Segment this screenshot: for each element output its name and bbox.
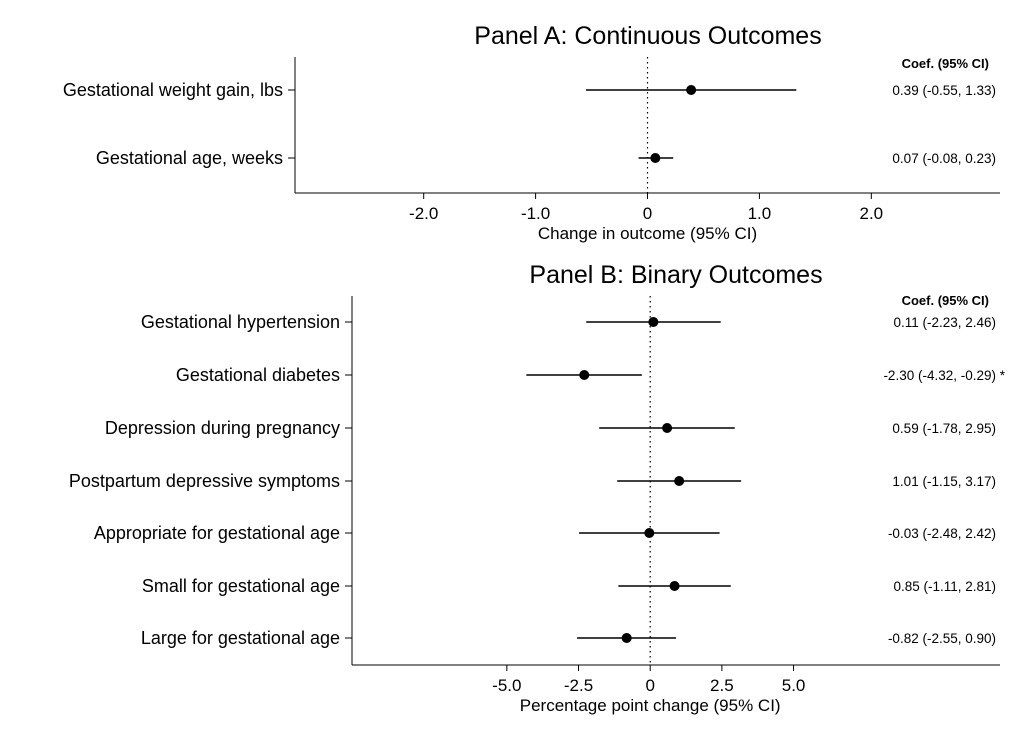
point-estimate <box>648 317 659 327</box>
x-tick-label: 0 <box>645 676 654 695</box>
panel-title: Panel A: Continuous Outcomes <box>474 22 821 50</box>
ci-text: 1.01 (-1.15, 3.17) <box>892 474 996 489</box>
ci-column-header: Coef. (95% CI) <box>902 293 989 308</box>
panel-title: Panel B: Binary Outcomes <box>529 261 822 289</box>
x-axis-label: Percentage point change (95% CI) <box>520 696 781 715</box>
x-tick-label: 5.0 <box>782 676 806 695</box>
row-label: Gestational age, weeks <box>96 148 283 168</box>
ci-text: -0.03 (-2.48, 2.42) <box>888 526 996 541</box>
row-label: Gestational hypertension <box>141 312 340 332</box>
x-tick-label: -2.0 <box>409 204 438 223</box>
ci-column-header: Coef. (95% CI) <box>902 56 989 71</box>
point-estimate <box>669 581 680 591</box>
row-label: Gestational weight gain, lbs <box>63 80 283 100</box>
x-tick-label: -5.0 <box>492 676 521 695</box>
point-estimate <box>662 423 673 433</box>
ci-text: 0.11 (-2.23, 2.46) <box>893 315 996 330</box>
x-axis-label: Change in outcome (95% CI) <box>538 224 757 243</box>
row-label: Small for gestational age <box>142 576 340 596</box>
point-estimate <box>674 476 685 486</box>
x-tick-label: 1.0 <box>748 204 772 223</box>
ci-text: 0.59 (-1.78, 2.95) <box>892 421 996 436</box>
panel-a: Panel A: Continuous Outcomes -2.0 -1.0 0 1.0… <box>63 22 1000 243</box>
panel-b: Panel B: Binary Outcomes-5.0 -2.5 0 2.5 5.0P… <box>69 261 1006 715</box>
x-tick-label: 0 <box>643 204 652 223</box>
x-tick-label: 2.5 <box>710 676 734 695</box>
row-label: Postpartum depressive symptoms <box>69 471 340 491</box>
point-estimate <box>621 633 632 643</box>
point-estimate <box>650 153 661 163</box>
ci-text: 0.85 (-1.11, 2.81) <box>893 579 996 594</box>
x-tick-label: 2.0 <box>859 204 883 223</box>
row-label: Appropriate for gestational age <box>94 523 340 543</box>
row-label: Depression during pregnancy <box>105 418 340 438</box>
point-estimate <box>644 528 655 538</box>
ci-text: -2.30 (-4.32, -0.29) * <box>883 368 1005 383</box>
ci-text: -0.82 (-2.55, 0.90) <box>888 631 996 646</box>
ci-text: 0.07 (-0.08, 0.23) <box>892 151 996 166</box>
x-tick-label: -1.0 <box>521 204 550 223</box>
row-label: Large for gestational age <box>141 628 340 648</box>
point-estimate <box>686 85 697 95</box>
row-label: Gestational diabetes <box>176 365 340 385</box>
ci-text: 0.39 (-0.55, 1.33) <box>892 83 996 98</box>
x-tick-label: -2.5 <box>564 676 593 695</box>
point-estimate <box>579 370 590 380</box>
